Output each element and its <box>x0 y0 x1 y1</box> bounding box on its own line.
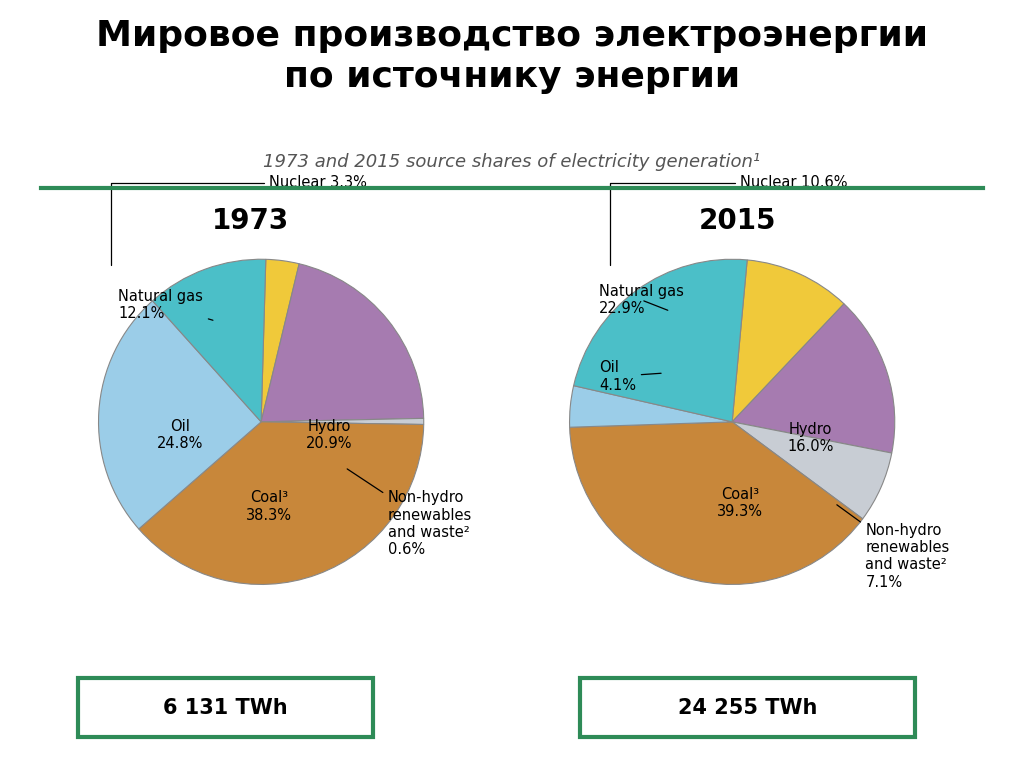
Text: Coal³
38.3%: Coal³ 38.3% <box>246 490 292 522</box>
Wedge shape <box>261 418 424 424</box>
Text: Nuclear 3.3%: Nuclear 3.3% <box>111 175 368 265</box>
Wedge shape <box>732 422 892 518</box>
Wedge shape <box>732 304 895 453</box>
Text: Coal³
39.3%: Coal³ 39.3% <box>717 487 763 519</box>
Wedge shape <box>569 386 732 427</box>
Text: Hydro
20.9%: Hydro 20.9% <box>306 419 352 451</box>
Wedge shape <box>139 422 424 584</box>
Text: 6 131 TWh: 6 131 TWh <box>163 697 288 718</box>
Text: Nuclear 10.6%: Nuclear 10.6% <box>610 175 848 265</box>
Wedge shape <box>153 259 266 422</box>
Text: Non-hydro
renewables
and waste²
7.1%: Non-hydro renewables and waste² 7.1% <box>837 505 949 590</box>
Text: Oil
24.8%: Oil 24.8% <box>157 419 203 451</box>
FancyBboxPatch shape <box>581 678 914 737</box>
Text: Мировое производство электроэнергии
по источнику энергии: Мировое производство электроэнергии по и… <box>96 19 928 94</box>
Wedge shape <box>98 301 261 529</box>
Wedge shape <box>732 260 844 422</box>
Text: Natural gas
22.9%: Natural gas 22.9% <box>599 284 684 316</box>
Text: Natural gas
12.1%: Natural gas 12.1% <box>118 288 213 321</box>
Text: 1973 and 2015 source shares of electricity generation¹: 1973 and 2015 source shares of electrici… <box>263 153 761 171</box>
Text: 1973: 1973 <box>212 207 290 235</box>
Text: Oil
4.1%: Oil 4.1% <box>599 360 662 393</box>
Text: Non-hydro
renewables
and waste²
0.6%: Non-hydro renewables and waste² 0.6% <box>347 469 472 558</box>
Wedge shape <box>573 259 748 422</box>
FancyBboxPatch shape <box>78 678 373 737</box>
Wedge shape <box>261 259 299 422</box>
Text: 2015: 2015 <box>698 207 776 235</box>
Text: Hydro
16.0%: Hydro 16.0% <box>787 422 834 454</box>
Wedge shape <box>261 264 424 422</box>
Wedge shape <box>569 422 862 584</box>
Text: 24 255 TWh: 24 255 TWh <box>678 697 817 718</box>
